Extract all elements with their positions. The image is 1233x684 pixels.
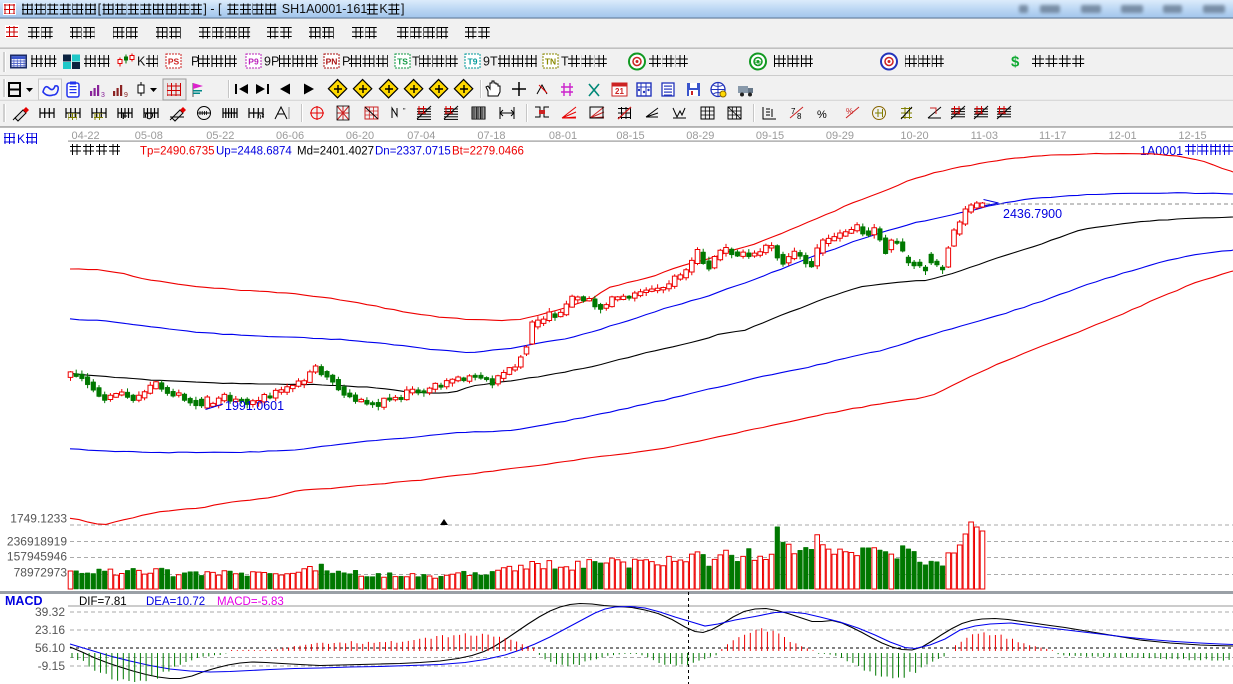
svg-text:06-06: 06-06 bbox=[276, 130, 304, 142]
svg-text:05-08: 05-08 bbox=[135, 130, 163, 142]
svg-text:236918919: 236918919 bbox=[7, 535, 67, 549]
svg-text:56.10: 56.10 bbox=[35, 641, 65, 655]
svg-text:157945946: 157945946 bbox=[7, 550, 67, 564]
svg-text:05-22: 05-22 bbox=[206, 130, 234, 142]
svg-text:06-20: 06-20 bbox=[346, 130, 374, 142]
svg-text:9T: 9T bbox=[483, 55, 498, 69]
svg-text:21: 21 bbox=[615, 87, 624, 96]
svg-text:39.32: 39.32 bbox=[35, 605, 65, 619]
svg-text:-9.15: -9.15 bbox=[38, 659, 66, 673]
svg-text:PN: PN bbox=[326, 57, 338, 67]
svg-text:08-01: 08-01 bbox=[549, 130, 577, 142]
svg-text:]: ] bbox=[401, 2, 404, 16]
svg-text:1991.0601: 1991.0601 bbox=[225, 399, 284, 413]
svg-text:K: K bbox=[379, 2, 388, 16]
svg-text:3: 3 bbox=[101, 92, 105, 99]
svg-text:78972973: 78972973 bbox=[14, 566, 68, 580]
svg-text:Md=2401.4027: Md=2401.4027 bbox=[297, 146, 374, 158]
svg-text:PS: PS bbox=[168, 57, 180, 67]
svg-text:P9: P9 bbox=[248, 57, 259, 67]
svg-text:T: T bbox=[412, 55, 420, 69]
svg-text:] - [: ] - [ bbox=[203, 2, 222, 16]
svg-text:P: P bbox=[342, 55, 350, 69]
svg-text:08-15: 08-15 bbox=[616, 130, 644, 142]
svg-text:2436.7900: 2436.7900 bbox=[1003, 207, 1062, 221]
svg-text:T: T bbox=[561, 55, 569, 69]
svg-text:8: 8 bbox=[797, 112, 802, 121]
svg-text:08-29: 08-29 bbox=[686, 130, 714, 142]
svg-text:": " bbox=[403, 108, 406, 115]
svg-text:Big: Big bbox=[754, 61, 761, 67]
svg-text:P: P bbox=[191, 55, 199, 69]
svg-text:$: $ bbox=[1011, 54, 1020, 71]
svg-text:09-29: 09-29 bbox=[826, 130, 854, 142]
svg-text:23.16: 23.16 bbox=[35, 623, 65, 637]
svg-text:Up=2448.6874: Up=2448.6874 bbox=[216, 146, 292, 158]
svg-text:9P: 9P bbox=[264, 55, 279, 69]
svg-text:K: K bbox=[17, 132, 25, 146]
svg-text:07-04: 07-04 bbox=[407, 130, 435, 142]
svg-text:1749.1233: 1749.1233 bbox=[10, 512, 67, 526]
svg-text:9: 9 bbox=[124, 92, 128, 99]
svg-text:Dn=2337.0715: Dn=2337.0715 bbox=[375, 146, 451, 158]
svg-text:DIF=7.81: DIF=7.81 bbox=[79, 596, 127, 608]
svg-text:07-18: 07-18 bbox=[477, 130, 505, 142]
svg-text:K: K bbox=[137, 55, 146, 69]
svg-text:MACD=-5.83: MACD=-5.83 bbox=[217, 596, 284, 608]
svg-text:1A0001: 1A0001 bbox=[1140, 144, 1183, 158]
svg-text:12-01: 12-01 bbox=[1109, 130, 1137, 142]
svg-text:%: % bbox=[817, 109, 827, 121]
svg-text:Tp=2490.6735: Tp=2490.6735 bbox=[140, 146, 215, 158]
svg-text:n²: n² bbox=[257, 112, 264, 121]
svg-text:7: 7 bbox=[791, 107, 796, 116]
svg-text:Bt=2279.0466: Bt=2279.0466 bbox=[452, 146, 524, 158]
svg-text:04-22: 04-22 bbox=[72, 130, 100, 142]
svg-text:TN: TN bbox=[545, 57, 556, 67]
svg-text:10-20: 10-20 bbox=[900, 130, 928, 142]
svg-text:[: [ bbox=[98, 2, 102, 16]
svg-text:DEA=10.72: DEA=10.72 bbox=[146, 596, 205, 608]
svg-text:12-15: 12-15 bbox=[1178, 130, 1206, 142]
svg-text:%: % bbox=[846, 107, 853, 116]
svg-text:F: F bbox=[122, 111, 128, 121]
svg-text:11-03: 11-03 bbox=[971, 130, 998, 142]
svg-text:11-17: 11-17 bbox=[1039, 130, 1066, 142]
svg-text:T9: T9 bbox=[468, 57, 478, 67]
svg-text:SH1A0001-161: SH1A0001-161 bbox=[282, 2, 368, 16]
svg-text:TS: TS bbox=[397, 57, 408, 67]
svg-text:09-15: 09-15 bbox=[756, 130, 784, 142]
svg-text:MACD: MACD bbox=[5, 594, 43, 608]
